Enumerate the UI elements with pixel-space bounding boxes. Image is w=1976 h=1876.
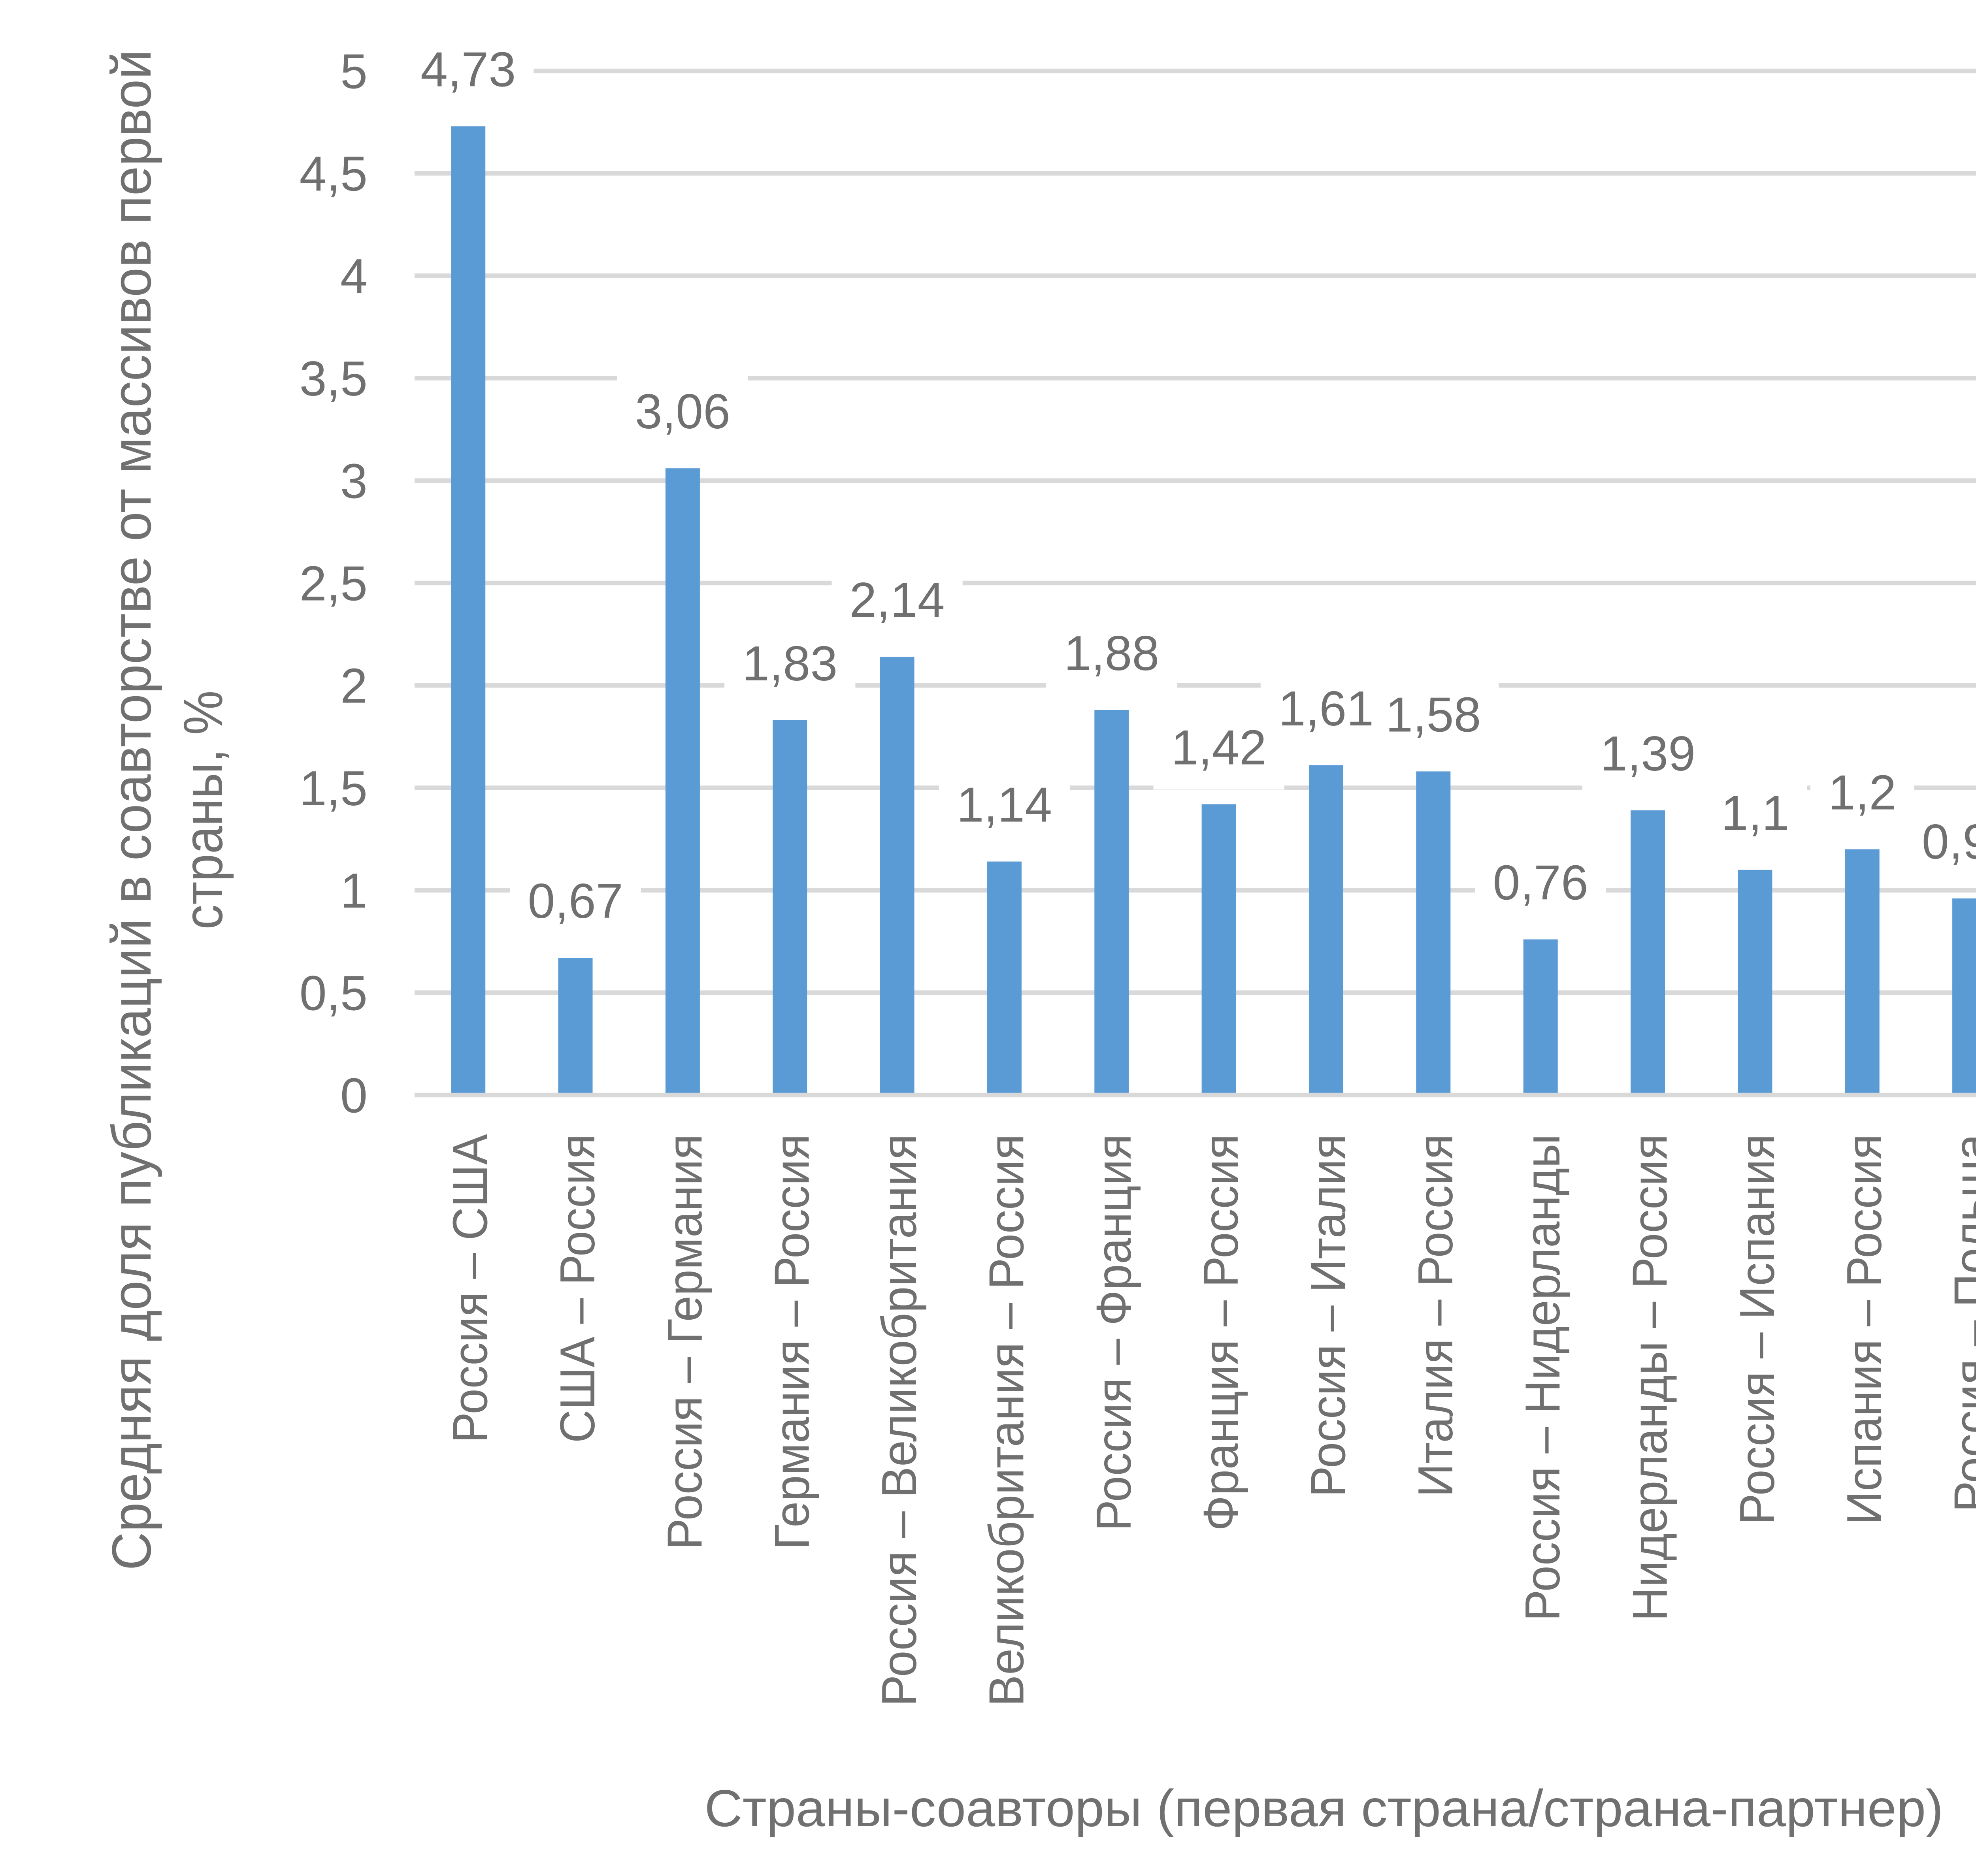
svg-text:1,88: 1,88 bbox=[1064, 626, 1159, 681]
svg-text:3,06: 3,06 bbox=[635, 384, 730, 439]
svg-text:Германия – Россия: Германия – Россия bbox=[765, 1134, 820, 1550]
svg-text:Средняя доля публикаций в соав: Средняя доля публикаций в соавторстве от… bbox=[100, 50, 162, 1571]
svg-text:страны, %: страны, % bbox=[172, 691, 234, 930]
svg-text:0: 0 bbox=[340, 1069, 368, 1123]
svg-text:2,5: 2,5 bbox=[300, 557, 368, 611]
svg-text:Россия – Италия: Россия – Италия bbox=[1301, 1134, 1356, 1497]
svg-text:Испания – Россия: Испания – Россия bbox=[1837, 1134, 1892, 1525]
svg-text:Франция – Россия: Франция – Россия bbox=[1194, 1134, 1248, 1531]
svg-text:1,1: 1,1 bbox=[1721, 786, 1789, 840]
svg-text:0,67: 0,67 bbox=[528, 874, 623, 929]
svg-text:Россия – Польша: Россия – Польша bbox=[1945, 1134, 1976, 1512]
svg-text:1,14: 1,14 bbox=[957, 778, 1052, 833]
svg-text:5: 5 bbox=[340, 45, 368, 99]
svg-text:2: 2 bbox=[340, 659, 368, 714]
svg-text:1,39: 1,39 bbox=[1600, 727, 1695, 781]
svg-text:1,58: 1,58 bbox=[1386, 687, 1481, 742]
svg-text:Страны-соавторы (первая страна: Страны-соавторы (первая страна/страна-па… bbox=[705, 1779, 1944, 1837]
svg-text:Россия – Великобритания: Россия – Великобритания bbox=[872, 1134, 927, 1706]
svg-text:0,96: 0,96 bbox=[1922, 815, 1976, 869]
svg-text:Россия – Франция: Россия – Франция bbox=[1087, 1134, 1141, 1531]
svg-text:4,5: 4,5 bbox=[300, 147, 368, 202]
svg-text:1,42: 1,42 bbox=[1171, 720, 1266, 775]
svg-text:0,5: 0,5 bbox=[300, 966, 368, 1021]
svg-text:Россия – Германия: Россия – Германия bbox=[658, 1134, 712, 1550]
svg-text:США – Россия: США – Россия bbox=[551, 1134, 605, 1443]
svg-text:1,2: 1,2 bbox=[1828, 765, 1896, 820]
svg-text:3,5: 3,5 bbox=[300, 352, 368, 406]
svg-text:1,61: 1,61 bbox=[1278, 682, 1374, 736]
svg-text:4: 4 bbox=[340, 249, 368, 304]
svg-text:Италия – Россия: Италия – Россия bbox=[1408, 1134, 1463, 1497]
svg-text:Нидерланды – Россия: Нидерланды – Россия bbox=[1623, 1134, 1678, 1621]
svg-text:0,76: 0,76 bbox=[1493, 856, 1588, 910]
svg-text:3: 3 bbox=[340, 454, 368, 509]
svg-text:Россия – Испания: Россия – Испания bbox=[1730, 1134, 1785, 1525]
svg-text:Великобритания – Россия: Великобритания – Россия bbox=[979, 1134, 1034, 1706]
svg-text:1,83: 1,83 bbox=[742, 637, 837, 691]
svg-text:Россия – Нидерланды: Россия – Нидерланды bbox=[1516, 1134, 1570, 1621]
svg-text:1: 1 bbox=[340, 864, 368, 918]
svg-text:4,73: 4,73 bbox=[420, 43, 516, 97]
svg-text:1,5: 1,5 bbox=[300, 761, 368, 816]
svg-text:Россия – США: Россия – США bbox=[443, 1134, 498, 1443]
svg-text:2,14: 2,14 bbox=[849, 573, 945, 627]
